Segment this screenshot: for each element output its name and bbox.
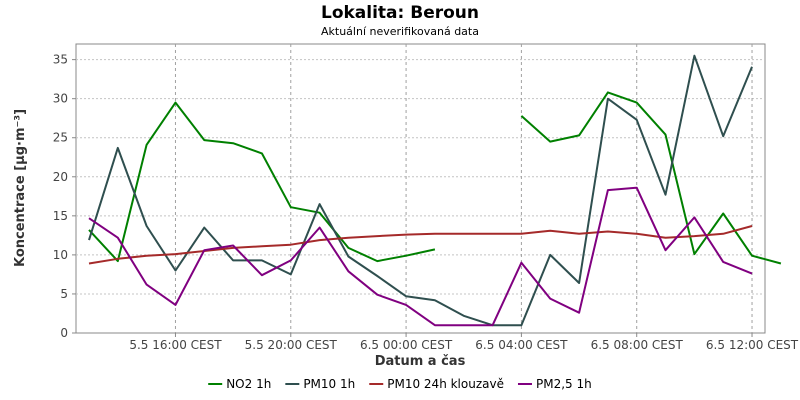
y-tick-label: 10 — [53, 248, 68, 262]
y-axis-label: Koncentrace [µg·m⁻³] — [13, 109, 28, 267]
series-line-0 — [88, 91, 782, 265]
series-line-3 — [88, 186, 753, 327]
x-tick-label: 6.5 00:00 CEST — [360, 338, 453, 352]
y-tick-label: 5 — [60, 287, 68, 301]
legend-label: NO2 1h — [226, 377, 271, 391]
grid-lines — [76, 44, 765, 333]
series-lines — [88, 54, 782, 327]
legend-item: NO2 1h — [208, 377, 271, 391]
y-tick-label: 20 — [53, 170, 68, 184]
chart-title: Lokalita: Beroun — [321, 3, 479, 23]
x-tick-label: 6.5 04:00 CEST — [475, 338, 568, 352]
x-tick-label: 5.5 16:00 CEST — [129, 338, 222, 352]
legend-item: PM10 24h klouzavě — [369, 377, 504, 391]
legend-item: PM10 1h — [285, 377, 355, 391]
x-axis: 5.5 16:00 CEST 5.5 20:00 CEST 6.5 00:00 CE… — [129, 333, 799, 352]
plot-area — [75, 43, 766, 334]
legend-label: PM10 24h klouzavě — [387, 377, 504, 391]
y-tick-label: 35 — [53, 53, 68, 67]
y-tick-label: 15 — [53, 209, 68, 223]
x-axis-label: Datum a čas — [375, 354, 466, 369]
legend-item: PM2,5 1h — [517, 377, 592, 391]
chart-subtitle: Aktuální neverifikovaná data — [321, 25, 479, 38]
x-tick-label: 6.5 08:00 CEST — [591, 338, 684, 352]
y-axis: 0 5 10 15 20 25 30 35 — [53, 53, 76, 340]
y-tick-label: 25 — [53, 131, 68, 145]
legend-label: PM2,5 1h — [536, 377, 592, 391]
series-line-1 — [88, 54, 753, 327]
x-tick-label: 6.5 12:00 CEST — [706, 338, 799, 352]
legend-label: PM10 1h — [303, 377, 355, 391]
y-tick-label: 0 — [60, 326, 68, 340]
x-tick-label: 5.5 20:00 CEST — [245, 338, 338, 352]
y-tick-label: 30 — [53, 92, 68, 106]
legend: NO2 1h PM10 1h PM10 24h klouzavě PM2,5 1h — [208, 377, 592, 391]
series-line-2 — [88, 225, 753, 265]
